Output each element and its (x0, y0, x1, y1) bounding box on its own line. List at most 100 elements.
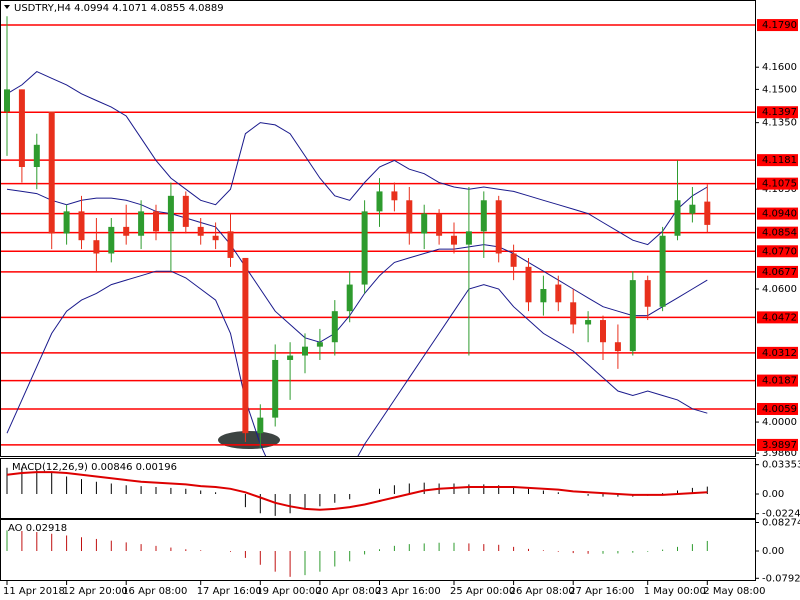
candle-body (600, 320, 606, 343)
candle-body (287, 355, 294, 360)
candle-body (644, 280, 651, 307)
level-label: 4.0059 (762, 404, 797, 415)
main-plot (1, 16, 755, 456)
main-panel (0, 0, 756, 457)
macd-plot (6, 467, 708, 516)
level-label: 4.0187 (762, 376, 797, 387)
level-label: 4.0854 (762, 228, 797, 239)
candle-body (689, 204, 696, 214)
highlight-ellipse (218, 431, 280, 449)
candle-body (123, 226, 130, 236)
candle-body (93, 240, 100, 254)
level-label: 4.1397 (762, 107, 797, 118)
macd-signal (6, 471, 708, 511)
x-tick-label: 2 May 08:00 (703, 586, 765, 597)
x-tick-label: 20 Apr 08:00 (316, 586, 381, 597)
candle-body (316, 342, 323, 347)
candle-body (585, 320, 592, 325)
level-tag (757, 402, 798, 415)
level-tag (757, 106, 798, 119)
level-tag (757, 154, 798, 167)
y-tick-label: 4.1350 (762, 118, 797, 129)
level-label: 4.1790 (762, 20, 797, 31)
ao-panel (0, 519, 756, 581)
level-label: 4.0472 (762, 312, 797, 323)
x-tick-label: 23 Apr 16:00 (376, 586, 441, 597)
candle-body (33, 144, 40, 168)
level-tag (757, 19, 798, 32)
band-upper (6, 71, 708, 246)
level-tag (757, 207, 798, 220)
candle-body (138, 211, 145, 236)
candle-body (331, 311, 338, 343)
y-tick-label: 4.1500 (762, 84, 797, 95)
level-label: 4.0312 (762, 348, 797, 359)
level-tag (757, 265, 798, 278)
candle-body (480, 200, 487, 232)
candle-body (659, 235, 666, 307)
candle-body (451, 235, 457, 245)
candle-body (272, 359, 279, 418)
band-lower (6, 270, 708, 456)
candle-body (510, 253, 517, 267)
level-tag (757, 311, 798, 324)
ao-plot (6, 530, 708, 577)
candle-body (629, 280, 636, 352)
level-tag (757, 245, 798, 258)
x-tick-label: 12 Apr 20:00 (63, 586, 128, 597)
candle-body (406, 200, 413, 234)
level-tag (757, 177, 798, 190)
y-tick-label: 4.0000 (762, 417, 797, 428)
y-tick-label: -0.02246 (762, 509, 800, 520)
candle-body (465, 231, 472, 245)
candle-body (18, 89, 25, 168)
candle-body (674, 200, 681, 236)
candle-body (197, 226, 204, 236)
band-middle (6, 188, 708, 343)
y-tick-label: -0.07926 (762, 573, 800, 584)
y-tick-label: 4.0600 (762, 284, 797, 295)
level-label: 4.0940 (762, 209, 797, 220)
level-label: 4.0677 (762, 267, 797, 278)
macd-panel (0, 458, 756, 519)
x-tick-label: 1 May 00:00 (644, 586, 706, 597)
level-tag (757, 374, 798, 387)
candle-body (391, 191, 398, 201)
candle-body (227, 231, 234, 258)
candle-body (108, 226, 115, 254)
macd-title: MACD(12,26,9) 0.00846 0.00196 (12, 462, 177, 473)
candle-body (495, 200, 502, 254)
x-tick-label: 27 Apr 16:00 (569, 586, 634, 597)
candle-body (48, 111, 55, 234)
candle-body (525, 266, 532, 303)
candle-body (570, 302, 577, 325)
candle-body (153, 211, 159, 232)
level-label: 3.9897 (762, 440, 797, 451)
candle-body (421, 213, 428, 234)
y-tick-label: 0.08274 (762, 518, 800, 529)
y-tick-label: 4.1050 (762, 184, 797, 195)
candle-body (614, 342, 621, 352)
y-tick-label: 0.00 (762, 546, 784, 557)
candle-body (361, 211, 368, 285)
ao-title: AO 0.02918 (8, 523, 67, 534)
x-tick-label: 19 Apr 00:00 (256, 586, 321, 597)
candle-body (242, 257, 249, 434)
level-label: 4.1181 (762, 155, 797, 166)
candle-body (212, 235, 219, 241)
candle-body (4, 89, 10, 112)
y-tick-label: 0.00 (762, 489, 784, 500)
level-tag (757, 346, 798, 359)
level-tag (757, 438, 798, 451)
x-tick-label: 16 Apr 08:00 (122, 586, 187, 597)
chart-title: USDTRY,H4 4.0994 4.1071 4.0855 4.0889 (14, 3, 224, 14)
candle-body (704, 201, 711, 225)
candle-body (540, 288, 547, 303)
y-tick-label: 3.9860 (762, 448, 797, 459)
y-tick-label: 4.1600 (762, 62, 797, 73)
candle-body (376, 191, 383, 212)
x-tick-label: 17 Apr 16:00 (197, 586, 262, 597)
level-tag (757, 226, 798, 239)
axes: USDTRY,H4 4.0994 4.1071 4.0855 4.0889 MA… (3, 3, 800, 597)
candle-body (302, 346, 308, 356)
